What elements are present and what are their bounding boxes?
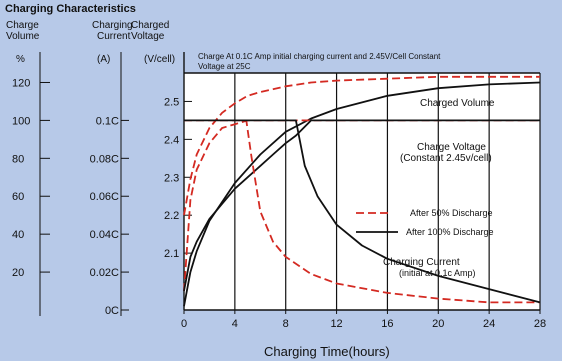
volume-tick-label: 120 <box>12 77 30 89</box>
plot-area <box>184 73 540 310</box>
label-charge-voltage-2: (Constant 2.45v/cell) <box>400 153 492 164</box>
voltage-header-1: Charged <box>131 20 169 31</box>
x-axis-label: Charging Time(hours) <box>264 344 390 359</box>
current-tick-label: 0.08C <box>90 153 119 165</box>
voltage-tick-label: 2.4 <box>164 134 179 146</box>
volume-unit: % <box>16 54 25 65</box>
x-tick-label: 24 <box>483 318 495 330</box>
chart-title: Charging Characteristics <box>5 3 136 15</box>
voltage-tick-label: 2.3 <box>164 172 179 184</box>
x-tick-label: 20 <box>432 318 444 330</box>
label-charged-volume: Charged Volume <box>420 98 495 109</box>
label-charging-current-1: Charging Current <box>383 257 460 268</box>
label-charging-current-2: (initial at 0.1c Amp) <box>399 268 476 278</box>
grid-lines <box>234 73 541 310</box>
legend: After 50% Discharge After 100% Discharge <box>356 208 494 237</box>
volume-tick-label: 100 <box>12 115 30 127</box>
current-unit: (A) <box>97 54 110 65</box>
x-tick-label: 28 <box>534 318 546 330</box>
voltage-tick-label: 2.2 <box>164 210 179 222</box>
voltage-tick-label: 2.1 <box>164 248 179 260</box>
current-tick-label: 0.02C <box>90 267 119 279</box>
series-voltage-100pct <box>183 119 540 292</box>
axis-ticks: 0 4 8 12 16 20 24 28 120 100 80 60 40 20 0.1C 0.08C 0.06… <box>12 77 546 330</box>
series-current-50pct <box>184 119 540 304</box>
x-tick-label: 12 <box>330 318 342 330</box>
series-current-100pct <box>184 119 541 304</box>
current-header-1: Charging <box>92 20 133 31</box>
voltage-header-2: Voltage <box>131 31 165 42</box>
x-tick-label: 4 <box>232 318 238 330</box>
note-line-2: Voltage at 25C <box>198 62 251 71</box>
volume-tick-label: 60 <box>12 191 24 203</box>
label-charge-voltage-1: Charge Voltage <box>417 142 486 153</box>
note-line-1: Charge At 0.1C Amp initial charging curr… <box>198 52 441 61</box>
volume-tick-label: 80 <box>12 153 24 165</box>
legend-label-50: After 50% Discharge <box>410 208 493 218</box>
current-tick-label: 0.06C <box>90 191 119 203</box>
series-volume-50pct <box>183 75 540 216</box>
current-tick-label: 0.04C <box>90 229 119 241</box>
x-tick-label: 16 <box>381 318 393 330</box>
voltage-tick-label: 2.5 <box>164 96 179 108</box>
x-tick-label: 0 <box>181 318 187 330</box>
volume-header-2: Volume <box>6 31 40 42</box>
volume-header-1: Charge <box>6 20 39 31</box>
volume-tick-label: 20 <box>12 267 24 279</box>
current-tick-label: 0.1C <box>96 115 119 127</box>
legend-label-100: After 100% Discharge <box>406 227 494 237</box>
voltage-unit: (V/cell) <box>144 54 175 65</box>
current-tick-label: 0C <box>105 305 119 317</box>
series-volume-100pct <box>183 81 541 307</box>
x-tick-label: 8 <box>283 318 289 330</box>
series-layer <box>183 75 541 307</box>
volume-tick-label: 40 <box>12 229 24 241</box>
current-header-2: Current <box>97 31 131 42</box>
